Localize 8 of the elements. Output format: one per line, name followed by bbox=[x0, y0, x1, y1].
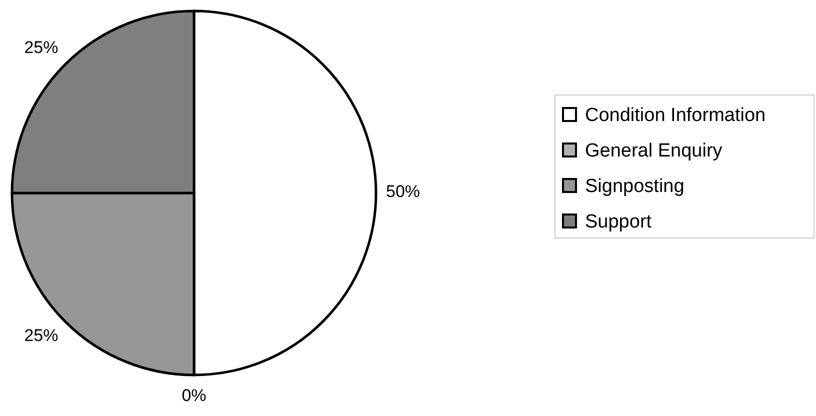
legend-label: General Enquiry bbox=[585, 140, 723, 162]
data-label: 25% bbox=[24, 38, 58, 57]
data-label: 25% bbox=[24, 326, 58, 346]
data-label: 50% bbox=[386, 182, 420, 201]
legend-label: Support bbox=[585, 212, 652, 232]
text: 0% bbox=[182, 386, 206, 405]
legend-label: Condition Information bbox=[585, 105, 766, 126]
legend-label: Signposting bbox=[585, 176, 684, 197]
